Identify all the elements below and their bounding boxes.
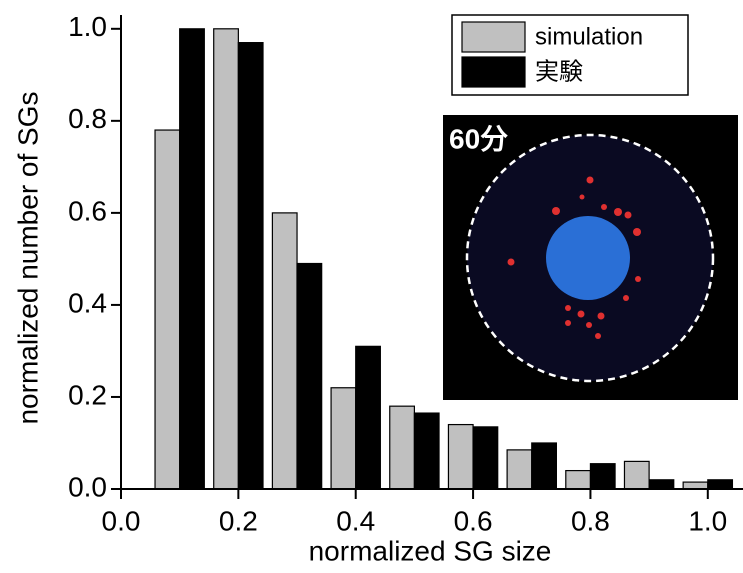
x-axis-label: normalized SG size	[309, 535, 552, 566]
bar	[506, 449, 533, 490]
legend-swatch	[461, 21, 526, 53]
y-tick-label: 1.0	[68, 11, 107, 42]
bar	[237, 42, 264, 490]
y-tick-label: 0.6	[68, 195, 107, 226]
bar	[707, 479, 734, 490]
x-tick-label: 0.4	[336, 505, 375, 536]
bar	[648, 479, 675, 490]
y-axis-label: normalized number of SGs	[12, 91, 43, 424]
legend-label: 実験	[535, 58, 583, 85]
x-tick-label: 0.6	[454, 505, 493, 536]
nucleus	[546, 216, 630, 300]
x-tick-label: 0.2	[219, 505, 258, 536]
granules	[507, 176, 641, 339]
bar	[213, 28, 239, 490]
bar	[389, 405, 415, 490]
bar	[565, 469, 592, 490]
bar	[179, 28, 205, 490]
bar	[271, 212, 298, 490]
legend: simulation 実験	[451, 14, 689, 96]
inset-label: 60分	[449, 123, 508, 154]
bar	[623, 460, 650, 490]
bar	[531, 442, 557, 490]
bar	[589, 463, 616, 490]
legend-label: simulation	[535, 23, 643, 50]
y-tick-label: 0.8	[68, 103, 107, 134]
bar	[330, 387, 357, 490]
x-tick-label: 0.8	[571, 505, 610, 536]
y-tick-label: 0.0	[68, 471, 107, 502]
bar	[413, 412, 440, 490]
x-tick-label: 1.0	[688, 505, 727, 536]
y-tick-label: 0.2	[68, 379, 107, 410]
bar	[682, 481, 709, 490]
x-tick-label: 0.0	[102, 505, 141, 536]
bar	[355, 345, 381, 490]
bar	[154, 129, 181, 490]
legend-swatch	[461, 56, 526, 88]
bar	[447, 423, 474, 490]
inset-image: 60分	[443, 115, 738, 400]
bar	[296, 262, 323, 490]
bar	[472, 426, 499, 490]
y-tick-label: 0.4	[68, 287, 107, 318]
